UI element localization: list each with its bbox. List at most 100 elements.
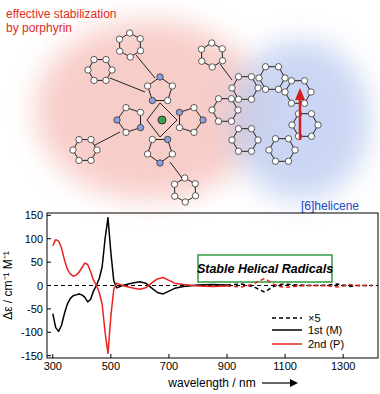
atom (209, 64, 215, 70)
helicene-label: [6]helicene (301, 199, 359, 213)
ring (212, 99, 238, 122)
atom (209, 40, 215, 46)
atom (164, 97, 170, 103)
x-tick-label: 1100 (273, 360, 297, 372)
atom (114, 117, 120, 123)
y-tick (47, 308, 51, 309)
atom (192, 181, 198, 187)
atom (235, 74, 241, 80)
atom (137, 36, 143, 42)
atom (169, 151, 175, 157)
atom (70, 147, 76, 153)
atom (282, 75, 288, 81)
atom (301, 78, 307, 84)
atom (288, 100, 294, 106)
atom (275, 64, 281, 70)
atom (157, 74, 163, 80)
atom (144, 151, 150, 157)
x-tick-label: 1300 (331, 360, 355, 372)
atom (88, 136, 94, 142)
atom (123, 129, 129, 135)
atom (127, 30, 133, 36)
atom (255, 85, 261, 91)
atom (144, 83, 150, 89)
y-tick-label: 100 (25, 233, 43, 245)
bond (220, 64, 232, 80)
y-tick-label: 150 (25, 209, 43, 221)
core-bonds (147, 103, 177, 137)
y-tick (47, 215, 51, 216)
ring (175, 178, 196, 202)
atom (149, 136, 155, 142)
series-line (53, 240, 227, 354)
x-tick-label: 300 (44, 360, 62, 372)
atom (91, 77, 97, 83)
atom (315, 122, 321, 128)
atom (117, 48, 123, 54)
porphyrin-label-line: effective stabilization (6, 7, 117, 21)
spin-arrow (299, 98, 302, 140)
atom (228, 118, 234, 124)
x-tick (110, 354, 111, 358)
atom (272, 158, 278, 164)
ring (232, 77, 258, 100)
x-tick (168, 354, 169, 358)
series-line (227, 278, 372, 287)
plot-frame (47, 213, 378, 358)
atom (176, 109, 182, 115)
ring (120, 33, 141, 57)
atom (219, 58, 225, 64)
atom (192, 193, 198, 199)
atom (266, 147, 272, 153)
atom (88, 157, 94, 163)
y-tick (47, 238, 51, 239)
legend-sample (272, 329, 302, 331)
y-tick-label: -150 (21, 350, 43, 362)
spin-arrow-head (295, 88, 305, 100)
atom (235, 96, 241, 102)
atom (262, 64, 268, 70)
atom (248, 74, 254, 80)
annotation-sample (272, 317, 302, 318)
atom (308, 89, 314, 95)
atom (103, 77, 109, 83)
atom (248, 148, 254, 154)
atom (275, 86, 281, 92)
atom (182, 175, 188, 181)
ring (269, 139, 295, 162)
x-arrow-head (290, 379, 298, 387)
atom (176, 124, 182, 130)
atom (255, 137, 261, 143)
molecule (70, 30, 321, 205)
metal (158, 116, 166, 124)
atom (215, 118, 221, 124)
atom (198, 46, 204, 52)
atom (215, 96, 221, 102)
y-tick-label: -50 (27, 303, 43, 315)
atom (76, 157, 82, 163)
annotation: ×5 (308, 312, 321, 324)
x-axis-label: wavelength / nm (167, 376, 255, 390)
atom (228, 96, 234, 102)
atom (288, 78, 294, 84)
y-tick (47, 262, 51, 263)
legend-label: 2nd (P) (308, 338, 344, 350)
atom (137, 109, 143, 115)
atom (272, 136, 278, 142)
y-tick (47, 285, 51, 286)
atom (200, 117, 206, 123)
atom (248, 96, 254, 102)
ring (259, 67, 285, 90)
atom (262, 86, 268, 92)
x-tick-label: 900 (218, 360, 236, 372)
atom (308, 111, 314, 117)
atom (289, 122, 295, 128)
banner-text: Stable Helical Radicals (197, 262, 333, 276)
atom (116, 36, 122, 42)
ring (292, 114, 318, 137)
porphyrin-label-line: by porphyrin (6, 21, 72, 35)
y-tick-label: 50 (31, 256, 43, 268)
atom (164, 136, 170, 142)
atom (137, 124, 143, 130)
atom (172, 193, 178, 199)
